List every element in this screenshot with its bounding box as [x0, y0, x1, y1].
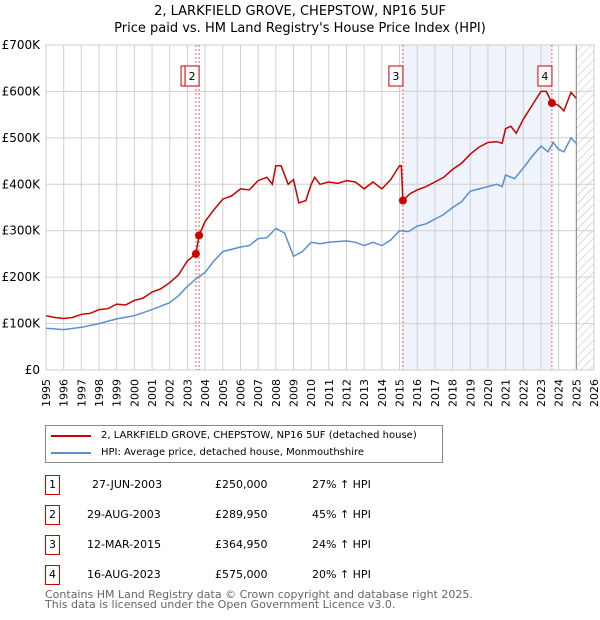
- chart: 1995 1996 1997 1998 1999 2000 2001 2002 2003 2004…: [2, 38, 600, 407]
- x-tick-label: 2015: [394, 379, 407, 407]
- x-tick-label: 2019: [464, 379, 477, 407]
- legend-swatch-property: [51, 434, 91, 437]
- footer: Contains HM Land Registry data © Crown c…: [45, 588, 473, 611]
- sale-point: [398, 196, 407, 205]
- y-tick-label: £300K: [2, 224, 42, 238]
- sale-hpi-diff: 45% ↑ HPI: [312, 508, 371, 521]
- sale-label-box: [537, 65, 553, 87]
- sale-date: 27-JUN-2003: [92, 478, 163, 491]
- x-tick-label: 2003: [181, 379, 194, 407]
- plot-border: [45, 44, 595, 371]
- chart-title: 2, LARKFIELD GROVE, CHEPSTOW, NP16 5UF: [154, 4, 446, 19]
- sale-label: 3: [392, 70, 399, 83]
- x-tick-label: 2002: [164, 379, 177, 407]
- x-tick-label: 2026: [588, 379, 600, 407]
- x-tick-label: 2001: [146, 379, 159, 407]
- x-tick-label: 2005: [217, 379, 230, 407]
- x-tick-label: 2004: [199, 379, 212, 407]
- sale-label-box: [388, 65, 404, 87]
- sale-date: 29-AUG-2003: [87, 508, 161, 521]
- legend: 2, LARKFIELD GROVE, CHEPSTOW, NP16 5UF (…: [45, 425, 443, 463]
- x-tick-label: 1997: [75, 379, 88, 407]
- sale-row: 1 27-JUN-2003 £250,000 27% ↑ HPI: [45, 475, 465, 495]
- footer-line1: Contains HM Land Registry data © Crown c…: [45, 588, 473, 601]
- sale-hpi-diff: 24% ↑ HPI: [312, 538, 371, 551]
- x-tick-label: 1996: [58, 379, 71, 407]
- y-tick-label: £0: [25, 363, 40, 377]
- sale-price: £364,950: [215, 538, 268, 551]
- x-tick-label: 2007: [252, 379, 265, 407]
- x-tick-label: 2020: [482, 379, 495, 407]
- shaded-period: [402, 45, 552, 370]
- forecast-hatch: [576, 45, 594, 370]
- sale-label: 2: [189, 70, 196, 83]
- y-tick-label: £100K: [2, 317, 42, 331]
- sale-point: [547, 99, 556, 108]
- chart-subtitle: Price paid vs. HM Land Registry's House …: [114, 21, 486, 36]
- sale-hpi-diff: 27% ↑ HPI: [312, 478, 371, 491]
- x-tick-label: 2022: [517, 379, 530, 407]
- sale-row: 2 29-AUG-2003 £289,950 45% ↑ HPI: [45, 505, 465, 525]
- sale-number: 2: [45, 505, 60, 525]
- legend-swatch-hpi: [51, 451, 91, 454]
- x-tick-label: 2021: [500, 379, 513, 407]
- sale-number: 4: [45, 565, 60, 585]
- footer-line2: This data is licensed under the Open Gov…: [45, 598, 396, 611]
- legend-label-property: 2, LARKFIELD GROVE, CHEPSTOW, NP16 5UF (…: [101, 430, 417, 441]
- sale-point: [191, 249, 200, 258]
- sale-row: 4 16-AUG-2023 £575,000 20% ↑ HPI: [45, 565, 465, 585]
- property-price-line: [45, 90, 577, 320]
- x-tick-label: 2014: [376, 379, 389, 407]
- x-tick-label: 2017: [429, 379, 442, 407]
- x-tick-label: 1998: [93, 379, 106, 407]
- y-tick-label: £200K: [2, 270, 42, 284]
- x-tick-label: 2009: [287, 379, 300, 407]
- y-tick-label: £400K: [2, 177, 42, 191]
- sale-price: £575,000: [215, 568, 268, 581]
- sale-number: 1: [45, 475, 60, 495]
- y-tick-label: £600K: [2, 84, 42, 98]
- sale-price: £250,000: [215, 478, 268, 491]
- hpi-line: [45, 136, 577, 331]
- x-tick-label: 1995: [40, 379, 53, 407]
- x-tick-label: 2006: [234, 379, 247, 407]
- x-tick-label: 2008: [270, 379, 283, 407]
- sale-hpi-diff: 20% ↑ HPI: [312, 568, 371, 581]
- sale-label: 4: [541, 70, 548, 83]
- x-tick-label: 2024: [553, 379, 566, 407]
- sale-date: 12-MAR-2015: [87, 538, 162, 551]
- x-tick-label: 2018: [447, 379, 460, 407]
- sale-label-box: [184, 65, 200, 87]
- x-tick-label: 2010: [305, 379, 318, 407]
- y-tick-label: £700K: [2, 38, 42, 52]
- x-tick-label: 2000: [128, 379, 141, 407]
- x-tick-label: 2011: [323, 379, 336, 407]
- sale-date: 16-AUG-2023: [87, 568, 161, 581]
- legend-label-hpi: HPI: Average price, detached house, Monm…: [101, 447, 365, 458]
- sale-label-box-1: [180, 65, 186, 87]
- x-tick-label: 2023: [535, 379, 548, 407]
- x-tick-label: 2025: [570, 379, 583, 407]
- sale-price: £289,950: [215, 508, 268, 521]
- legend-item-hpi: HPI: Average price, detached house, Monm…: [51, 447, 364, 458]
- y-tick-label: £500K: [2, 131, 42, 145]
- sale-point: [195, 231, 204, 240]
- x-tick-label: 2013: [358, 379, 371, 407]
- legend-item-property: 2, LARKFIELD GROVE, CHEPSTOW, NP16 5UF (…: [51, 430, 417, 441]
- sale-number: 3: [45, 535, 60, 555]
- sale-row: 3 12-MAR-2015 £364,950 24% ↑ HPI: [45, 535, 465, 555]
- x-tick-label: 2012: [341, 379, 354, 407]
- x-tick-label: 2016: [411, 379, 424, 407]
- x-tick-label: 1999: [111, 379, 124, 407]
